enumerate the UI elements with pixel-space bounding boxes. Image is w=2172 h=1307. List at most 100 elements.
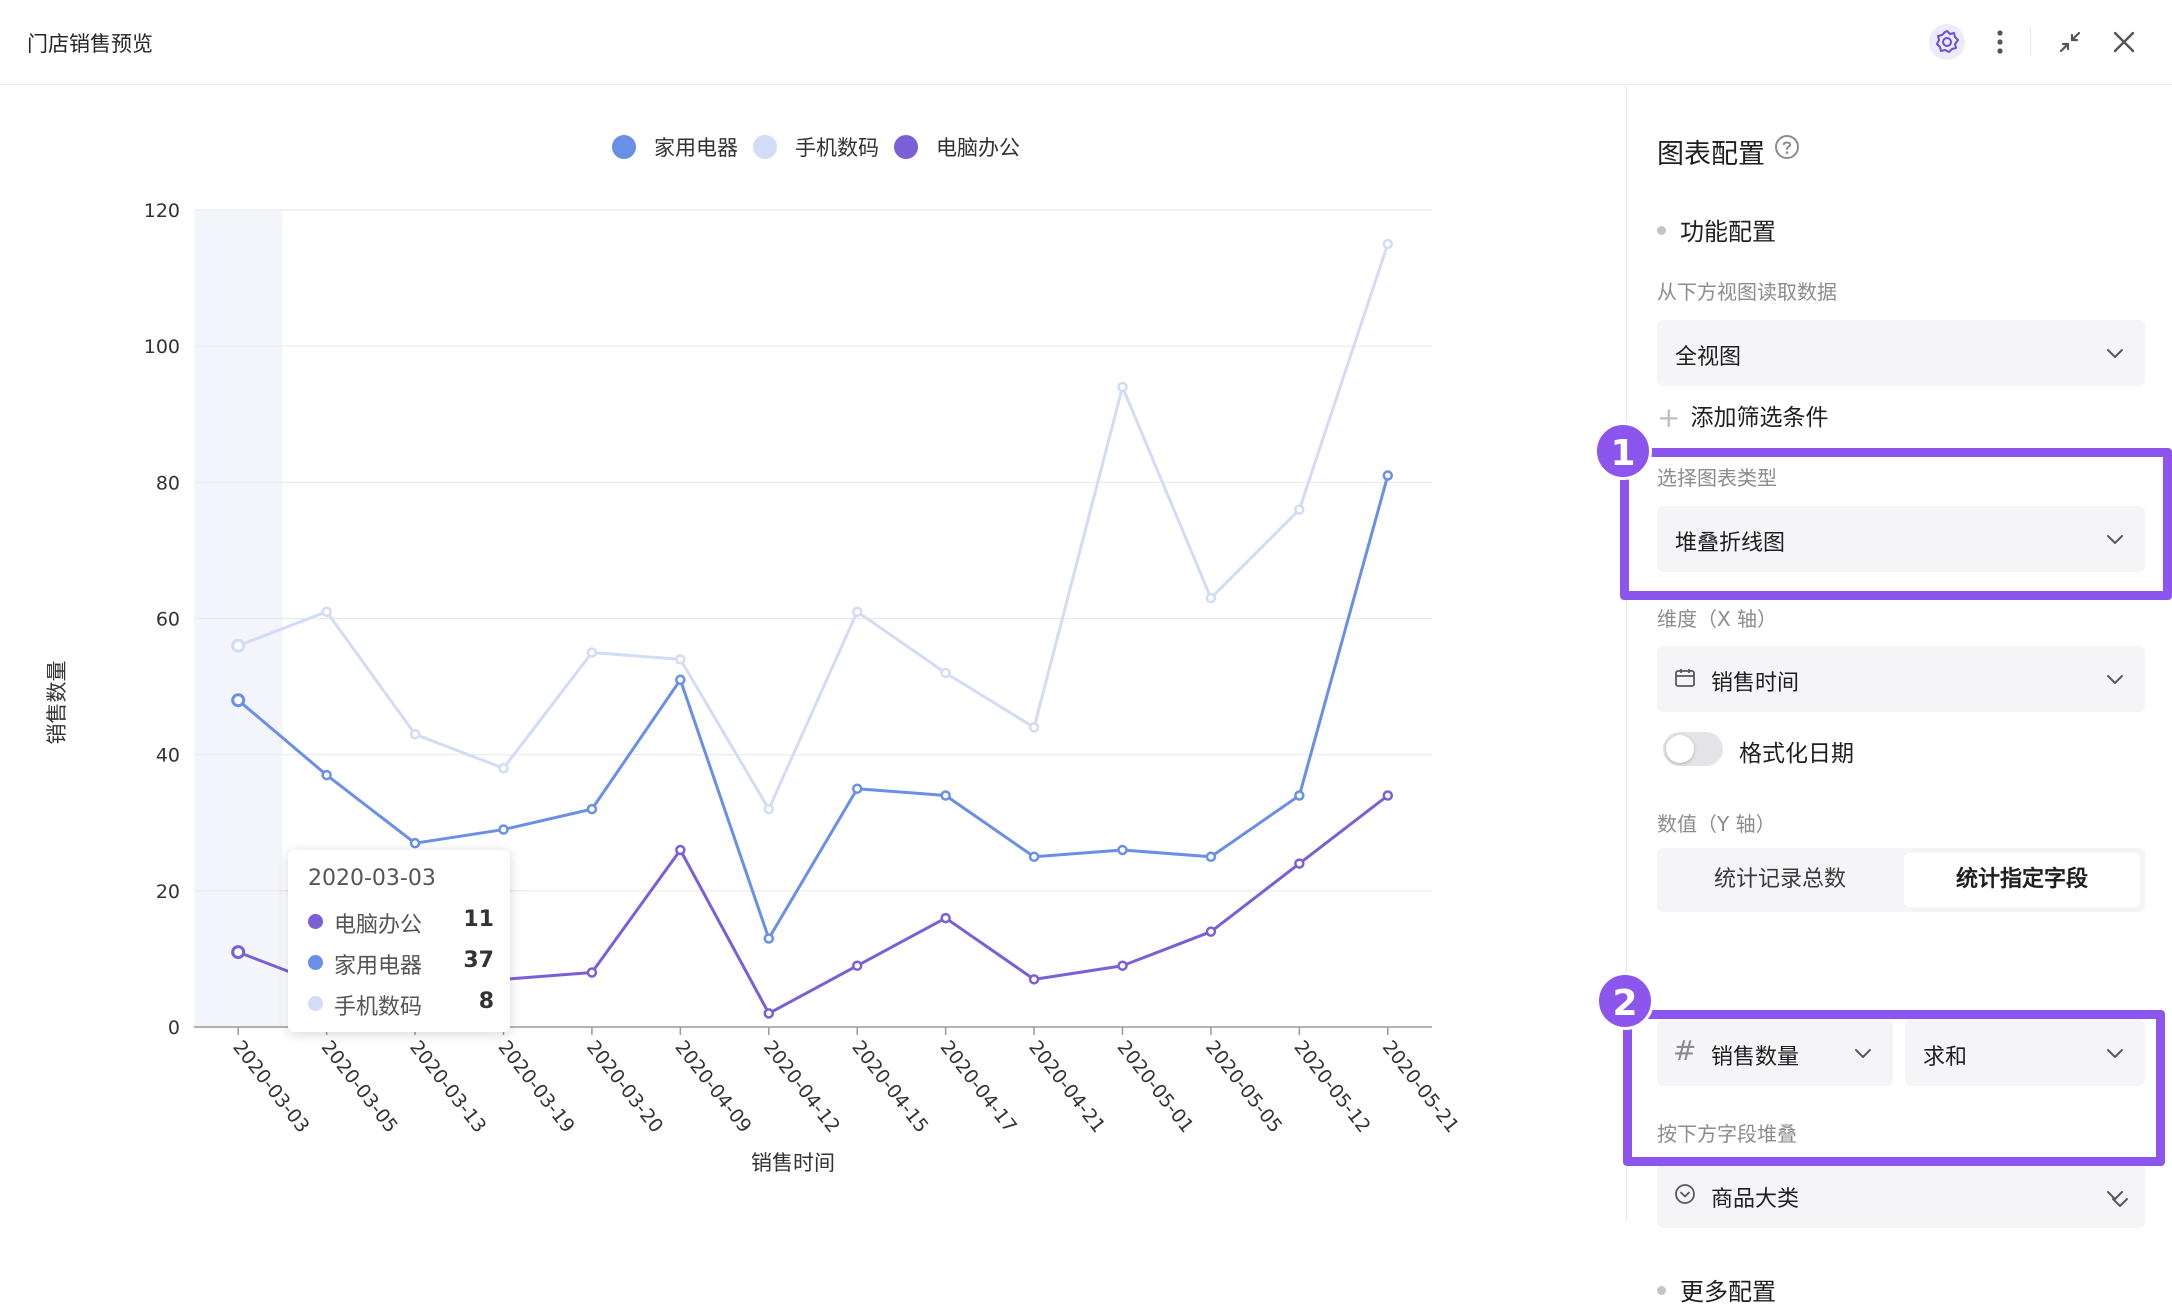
- chart-type-value: 堆叠折线图: [1675, 531, 1786, 556]
- more-vertical-icon[interactable]: [1980, 22, 2020, 62]
- calendar-icon: [1673, 666, 1699, 692]
- add-filter-button[interactable]: + 添加筛选条件: [1657, 398, 1828, 434]
- data-point: [675, 654, 686, 665]
- data-point: [586, 967, 598, 978]
- section-function-config[interactable]: 功能配置: [1657, 212, 1776, 247]
- chart-area: 0 20 40 60 80 100 120 2020-03-03 2020-03-05 2020-…: [0, 86, 1625, 1220]
- tooltip-series-value: 8: [478, 989, 494, 1014]
- data-point: [498, 763, 509, 774]
- plus-icon: +: [1657, 401, 1681, 434]
- annotation-highlight-1: [1620, 448, 2172, 600]
- data-point: [1205, 851, 1217, 863]
- value-field-value: 销售数量: [1711, 1045, 1800, 1070]
- chart-type-select[interactable]: 堆叠折线图: [1657, 506, 2145, 572]
- legend-marker: [612, 135, 636, 159]
- value-label: 数值（Y 轴）: [1657, 812, 1776, 836]
- legend-label: 电脑办公: [936, 136, 1020, 160]
- data-point: [763, 1008, 775, 1019]
- x-tick-label: 2020-03-19: [494, 1037, 579, 1138]
- data-point: [1294, 790, 1305, 801]
- x-tick-label: 2020-04-21: [1024, 1037, 1109, 1138]
- gear-icon[interactable]: [1927, 22, 1967, 62]
- tooltip-row: 手机数码 8: [308, 988, 494, 1020]
- window-title: 门店销售预览: [27, 32, 153, 56]
- format-date-toggle[interactable]: [1663, 732, 1723, 766]
- y-tick-label: 0: [168, 1017, 180, 1039]
- data-point: [1382, 790, 1394, 801]
- data-point: [231, 945, 246, 960]
- data-point: [1117, 381, 1128, 393]
- y-tick-label: 40: [156, 745, 180, 767]
- chart-type-label: 选择图表类型: [1657, 466, 1777, 490]
- stack-by-label: 按下方字段堆叠: [1657, 1122, 1797, 1146]
- dimension-value: 销售时间: [1711, 671, 1800, 696]
- data-point: [321, 606, 332, 617]
- dimension-select[interactable]: 销售时间: [1657, 646, 2145, 712]
- series-line: [237, 475, 1390, 940]
- chevron-down-icon: [2103, 527, 2127, 551]
- data-point: [1294, 504, 1305, 515]
- data-point: [409, 837, 421, 849]
- annotation-highlight-2: [1623, 1010, 2165, 1166]
- aggregation-select[interactable]: 求和: [1905, 1020, 2145, 1086]
- legend-marker: [753, 135, 777, 159]
- chevron-down-icon: [1851, 1041, 1875, 1065]
- stack-by-value: 商品大类: [1711, 1187, 1800, 1212]
- y-axis-title: 销售数量: [45, 661, 69, 745]
- data-point: [1382, 470, 1394, 481]
- chevron-down-icon: [2103, 1041, 2127, 1065]
- single-select-field-icon: [1673, 1182, 1699, 1208]
- legend-label: 家用电器: [654, 136, 738, 160]
- collapse-icon[interactable]: [2050, 22, 2090, 62]
- tooltip-series-value: 11: [463, 907, 494, 932]
- tooltip-row: 电脑办公 11: [308, 906, 494, 938]
- x-tick-label: 2020-03-20: [582, 1037, 667, 1138]
- data-point: [763, 803, 775, 815]
- y-tick-label: 60: [156, 609, 180, 631]
- annotation-badge-1: 1: [1594, 422, 1652, 480]
- panel-title: 图表配置: [1657, 139, 1765, 170]
- data-point: [851, 960, 863, 971]
- toggle-knob: [1666, 735, 1694, 763]
- tooltip-dot: [308, 914, 323, 929]
- tooltip-series-name: 手机数码: [334, 995, 423, 1020]
- x-tick-label: 2020-04-17: [936, 1037, 1021, 1138]
- value-field-select[interactable]: # 销售数量: [1657, 1020, 1893, 1086]
- legend-marker: [894, 135, 918, 159]
- view-select[interactable]: 全视图: [1657, 320, 2145, 386]
- data-point: [851, 783, 863, 794]
- close-icon[interactable]: [2104, 22, 2144, 62]
- header-divider: [2030, 28, 2031, 56]
- chart-tooltip: 2020-03-03 电脑办公 11 家用电器 37 手机数码 8: [288, 850, 510, 1032]
- view-select-value: 全视图: [1675, 345, 1742, 370]
- data-point: [1117, 844, 1128, 856]
- help-icon[interactable]: [1774, 134, 1800, 160]
- data-point: [498, 824, 509, 835]
- data-point: [586, 647, 598, 658]
- data-point: [940, 912, 951, 924]
- y-tick-label: 100: [144, 336, 180, 358]
- value-mode-segmented: 统计记录总数 统计指定字段: [1657, 848, 2145, 912]
- x-tick-label: 2020-05-12: [1289, 1037, 1374, 1138]
- dimension-label: 维度（X 轴）: [1657, 607, 1778, 631]
- data-point: [763, 933, 775, 944]
- x-tick-label: 2020-04-15: [847, 1037, 932, 1138]
- section-more-config[interactable]: 更多配置: [1657, 1272, 1776, 1307]
- x-tick-label: 2020-03-13: [405, 1037, 490, 1138]
- number-field-icon: #: [1673, 1034, 1697, 1067]
- count-records-option[interactable]: 统计记录总数: [1713, 867, 1846, 892]
- stack-by-select[interactable]: 商品大类: [1657, 1162, 2145, 1228]
- count-field-option[interactable]: 统计指定字段: [1904, 853, 2140, 907]
- data-point: [586, 803, 598, 815]
- section-dot: [1657, 1285, 1666, 1295]
- tooltip-dot: [308, 996, 323, 1011]
- series-line: [237, 243, 1390, 811]
- section-dot: [1657, 225, 1666, 235]
- tooltip-series-name: 家用电器: [334, 954, 423, 979]
- data-point: [675, 844, 686, 856]
- chevron-down-icon: [2103, 341, 2127, 365]
- data-point: [675, 674, 686, 686]
- tooltip-series-value: 37: [463, 948, 494, 973]
- data-point: [1117, 960, 1128, 971]
